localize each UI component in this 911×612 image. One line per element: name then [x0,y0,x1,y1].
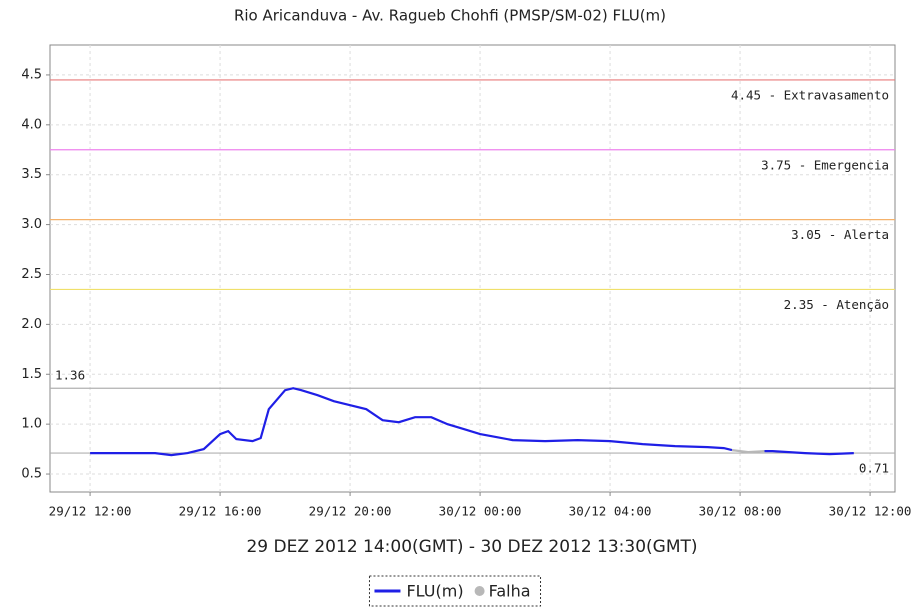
legend-label: Falha [489,582,531,601]
y-tick-label: 2.5 [21,267,42,282]
y-tick-label: 0.5 [21,467,42,482]
data-line [731,449,765,454]
reference-label: 2.35 - Atenção [784,297,889,312]
legend-marker [474,586,485,596]
data-line [90,387,854,457]
reference-label: 1.36 [55,368,85,383]
legend: FLU(m) Falha [368,575,542,607]
x-tick-label: 29/12 20:00 [309,504,392,519]
y-tick-label: 4.5 [21,67,42,82]
reference-label: 0.71 [859,461,889,476]
x-tick-label: 30/12 08:00 [699,504,782,519]
chart-title: Rio Aricanduva - Av. Ragueb Chohfi (PMSP… [234,7,666,25]
legend-label: FLU(m) [406,582,463,601]
x-axis-label: 29 DEZ 2012 14:00(GMT) - 30 DEZ 2012 13:… [246,537,697,557]
x-tick-label: 30/12 12:00 [829,504,911,519]
reference-label: 3.75 - Emergencia [761,157,889,172]
x-tick-label: 29/12 16:00 [179,504,262,519]
plot-area [49,44,896,493]
y-tick-label: 3.0 [21,217,42,232]
x-tick-label: 30/12 00:00 [439,504,522,519]
y-tick-label: 4.0 [21,117,42,132]
y-tick-label: 1.5 [21,367,42,382]
y-tick-label: 1.0 [21,417,42,432]
reference-label: 3.05 - Alerta [791,227,889,242]
y-tick-label: 3.5 [21,167,42,182]
y-tick-label: 2.0 [21,317,42,332]
x-tick-label: 29/12 12:00 [49,504,132,519]
reference-label: 4.45 - Extravasamento [731,87,889,102]
x-tick-label: 30/12 04:00 [569,504,652,519]
